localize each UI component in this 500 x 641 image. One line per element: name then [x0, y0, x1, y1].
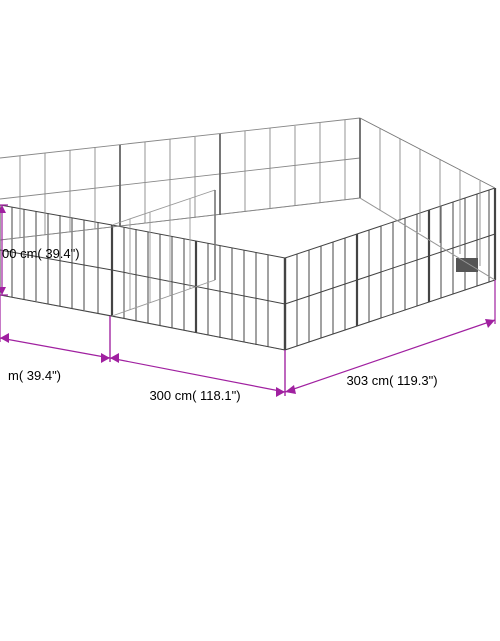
playpen: [0, 118, 495, 350]
label-front-left: m( 39.4"): [8, 368, 61, 383]
dim-front-right: [110, 316, 285, 397]
panel-right-side: [285, 188, 495, 350]
label-height: 00 cm( 39.4"): [2, 246, 80, 261]
panel-inner-divider: [112, 190, 215, 316]
floor-outline: [0, 198, 495, 350]
label-side-right: 303 cm( 119.3"): [346, 373, 437, 388]
diagram-canvas: 00 cm( 39.4") m( 39.4") 300 cm( 118.1") …: [0, 0, 500, 641]
dimensions: [0, 205, 495, 397]
diagram-svg: 00 cm( 39.4") m( 39.4") 300 cm( 118.1") …: [0, 0, 500, 641]
panel-back: [0, 118, 360, 240]
label-front-right: 300 cm( 118.1"): [149, 388, 240, 403]
panel-front-right: [112, 225, 285, 350]
panel-back-right: [360, 118, 495, 280]
